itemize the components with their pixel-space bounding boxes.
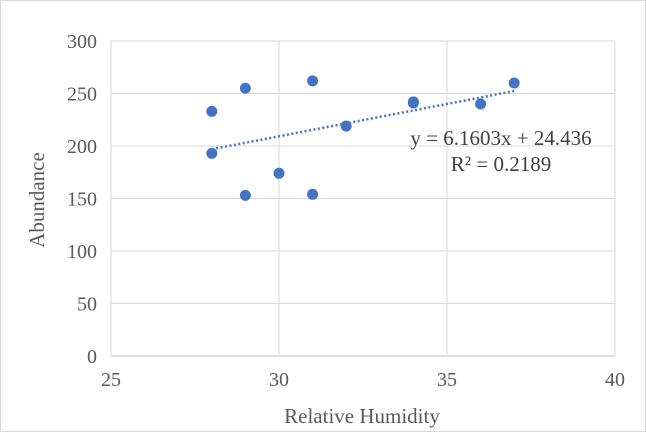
data-point: [206, 147, 218, 159]
x-tick-label: 25: [101, 369, 121, 391]
data-point: [407, 97, 419, 109]
data-point: [307, 188, 319, 200]
y-tick-label: 100: [67, 241, 97, 263]
y-tick-labels: 0 50 100 150 200 250 300: [67, 31, 97, 368]
trendline: [211, 89, 515, 151]
trendline-r-squared: R² = 0.2189: [451, 152, 551, 176]
data-point: [307, 75, 319, 87]
data-point: [239, 82, 251, 94]
y-tick-label: 300: [67, 31, 97, 53]
y-tick-label: 50: [77, 294, 97, 316]
trendline-group: [211, 89, 515, 151]
x-tick-labels: 25 30 35 40: [101, 369, 625, 391]
y-tick-label: 250: [67, 84, 97, 106]
x-tick-label: 40: [605, 369, 625, 391]
gridlines: [110, 40, 616, 357]
x-tick-label: 35: [437, 369, 457, 391]
data-point: [340, 120, 352, 132]
trendline-equation: y = 6.1603x + 24.436: [410, 126, 591, 150]
x-tick-label: 30: [269, 369, 289, 391]
x-axis-title: Relative Humidity: [284, 404, 440, 428]
data-point: [206, 105, 218, 117]
data-point: [475, 98, 487, 110]
data-points: [206, 75, 520, 201]
y-axis-title: Abundance: [25, 152, 49, 248]
data-point: [239, 189, 251, 201]
data-point: [273, 167, 285, 179]
y-tick-label: 0: [87, 346, 97, 368]
data-point: [508, 77, 520, 89]
y-tick-label: 150: [67, 189, 97, 211]
y-tick-label: 200: [67, 136, 97, 158]
